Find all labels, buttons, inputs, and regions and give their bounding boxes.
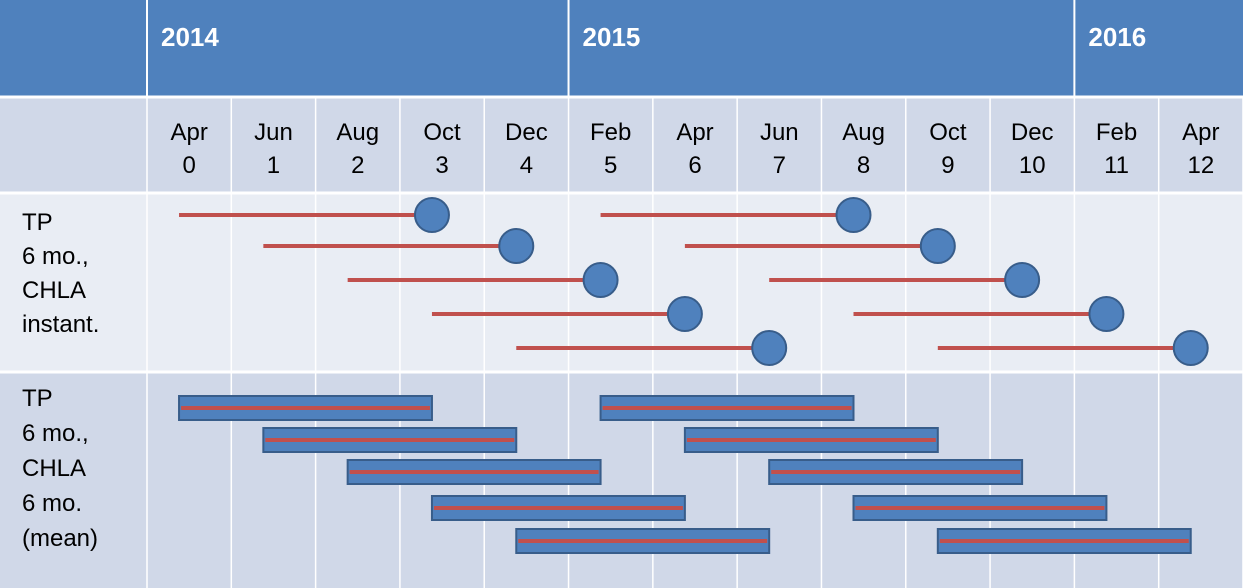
month-index: 4 — [520, 152, 533, 179]
row-label: CHLA — [22, 455, 86, 482]
sample-point — [498, 228, 535, 264]
year-label: 2015 — [583, 22, 641, 52]
month-index: 8 — [857, 152, 870, 179]
month-name: Apr — [1182, 119, 1219, 146]
month-name: Aug — [842, 119, 885, 146]
month-index: 6 — [688, 152, 701, 179]
month-index: 1 — [267, 152, 280, 179]
row-label: 6 mo., — [22, 420, 89, 447]
month-index: 11 — [1104, 152, 1129, 179]
sample-point — [413, 197, 450, 233]
row-label: CHLA — [22, 277, 86, 304]
month-index: 9 — [941, 152, 954, 179]
sample-point — [582, 262, 619, 298]
sample-point — [835, 197, 872, 233]
month-name: Apr — [170, 119, 207, 146]
month-name: Oct — [423, 119, 461, 146]
year-label: 2016 — [1088, 22, 1146, 52]
row-label: 6 mo., — [22, 243, 89, 270]
month-index: 12 — [1187, 152, 1214, 179]
month-name: Jun — [254, 119, 293, 146]
sample-point — [751, 330, 788, 366]
row-label: TP — [22, 385, 53, 412]
month-name: Dec — [505, 119, 548, 146]
year-row — [0, 0, 1243, 97]
row-label: TP — [22, 209, 53, 236]
row-label: 6 mo. — [22, 490, 82, 517]
month-index: 3 — [435, 152, 448, 179]
month-name: Apr — [676, 119, 713, 146]
month-row — [0, 97, 1243, 193]
month-index: 10 — [1019, 152, 1046, 179]
row-label: instant. — [22, 311, 99, 338]
row-label: (mean) — [22, 525, 98, 552]
month-name: Feb — [1096, 119, 1137, 146]
month-index: 0 — [182, 152, 195, 179]
month-name: Aug — [336, 119, 379, 146]
sample-point — [1088, 296, 1125, 332]
month-name: Dec — [1011, 119, 1054, 146]
sample-point — [666, 296, 703, 332]
year-label: 2014 — [161, 22, 219, 52]
month-index: 5 — [604, 152, 617, 179]
month-index: 2 — [351, 152, 364, 179]
sample-point — [1172, 330, 1209, 366]
instant-row — [0, 193, 1243, 372]
sample-point — [1004, 262, 1041, 298]
month-name: Oct — [929, 119, 967, 146]
month-index: 7 — [773, 152, 786, 179]
month-name: Jun — [760, 119, 799, 146]
sample-point — [919, 228, 956, 264]
month-name: Feb — [590, 119, 631, 146]
